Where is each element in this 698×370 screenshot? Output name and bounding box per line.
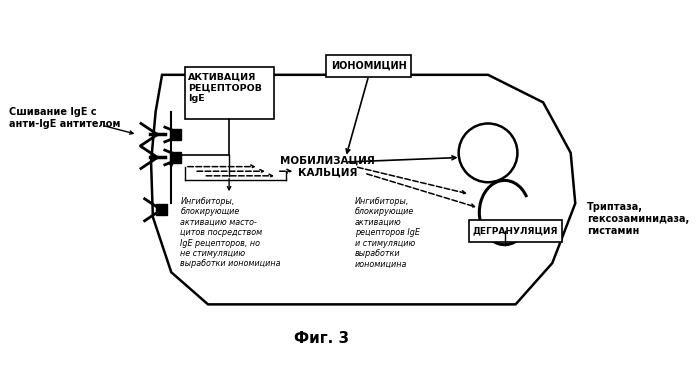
FancyBboxPatch shape: [170, 129, 181, 140]
Text: Триптаза,
гексозаминидаза,
гистамин: Триптаза, гексозаминидаза, гистамин: [587, 202, 690, 236]
Text: Фиг. 3: Фиг. 3: [295, 331, 350, 346]
Text: МОБИЛИЗАЦИЯ
КАЛЬЦИЯ: МОБИЛИЗАЦИЯ КАЛЬЦИЯ: [280, 156, 375, 178]
FancyBboxPatch shape: [184, 67, 274, 120]
Text: АКТИВАЦИЯ
РЕЦЕПТОРОВ
IgE: АКТИВАЦИЯ РЕЦЕПТОРОВ IgE: [188, 73, 262, 102]
Text: ДЕГРАНУЛЯЦИЯ: ДЕГРАНУЛЯЦИЯ: [473, 226, 558, 235]
Text: Ингибиторы,
блокирующие
активацию масто-
цитов посредством
IgE рецепторов, но
не: Ингибиторы, блокирующие активацию масто-…: [181, 197, 281, 268]
FancyBboxPatch shape: [469, 220, 563, 242]
FancyBboxPatch shape: [170, 152, 181, 163]
Text: Ингибиторы,
блокирующие
активацию
рецепторов IgE
и стимуляцию
выработки
иономици: Ингибиторы, блокирующие активацию рецепт…: [355, 197, 419, 268]
FancyBboxPatch shape: [156, 204, 167, 215]
Text: ИОНОМИЦИН: ИОНОМИЦИН: [331, 61, 406, 71]
FancyBboxPatch shape: [327, 55, 411, 77]
Polygon shape: [151, 75, 575, 305]
Text: Сшивание IgE с
анти-IgE антителом: Сшивание IgE с анти-IgE антителом: [9, 107, 120, 129]
